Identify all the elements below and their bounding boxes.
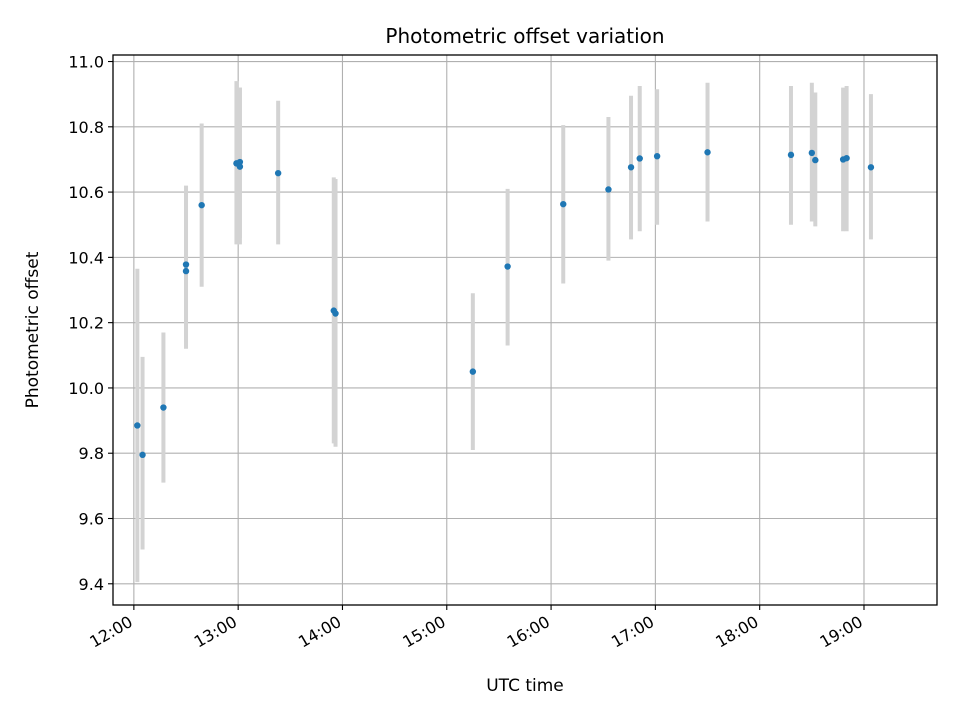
chart-title: Photometric offset variation — [385, 24, 664, 48]
data-point — [160, 404, 167, 411]
data-point — [704, 149, 711, 156]
data-point — [653, 152, 661, 160]
data-point — [560, 200, 567, 208]
data-point — [198, 201, 205, 209]
data-point — [332, 310, 339, 317]
data-point — [274, 169, 282, 177]
data-point — [134, 422, 141, 429]
y-tick-label: 9.4 — [79, 575, 104, 594]
data-point — [812, 156, 819, 164]
data-points — [134, 149, 875, 459]
data-point — [636, 155, 643, 162]
data-point — [867, 164, 875, 171]
y-tick-label: 10.6 — [68, 183, 104, 202]
y-tick-label: 11.0 — [68, 53, 104, 72]
data-point — [236, 158, 244, 166]
y-tick-label: 10.8 — [68, 118, 104, 137]
x-axis-label: UTC time — [486, 676, 564, 696]
data-point — [787, 151, 795, 159]
y-tick-label: 9.8 — [79, 444, 104, 463]
y-tick-label: 10.4 — [68, 248, 104, 267]
data-point — [139, 451, 146, 459]
plot-frame — [112, 54, 938, 606]
data-point — [182, 267, 190, 275]
y-axis-label: Photometric offset — [23, 251, 43, 408]
data-point — [627, 164, 635, 171]
y-tick-label: 10.2 — [68, 314, 104, 333]
data-point — [236, 163, 244, 170]
data-point — [808, 149, 816, 157]
data-point — [182, 261, 190, 268]
data-point — [469, 368, 477, 375]
data-point — [504, 263, 511, 270]
y-tick-label: 9.6 — [79, 510, 104, 529]
data-point — [605, 186, 612, 193]
y-tick-label: 10.0 — [68, 379, 104, 398]
grid — [113, 55, 937, 605]
data-point — [843, 154, 850, 162]
